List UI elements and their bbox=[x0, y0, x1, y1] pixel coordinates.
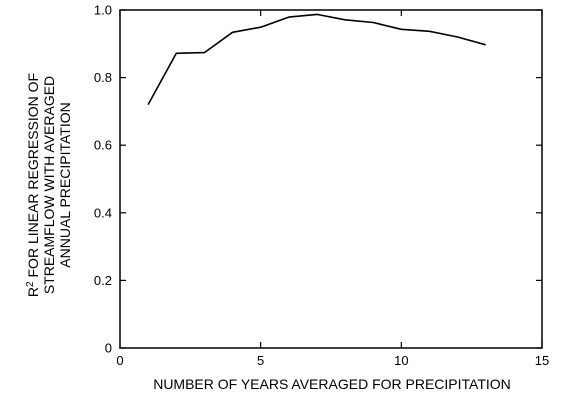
y-axis-label-line2: STREAMFLOW WITH AVERAGED bbox=[41, 76, 57, 294]
plot-frame bbox=[119, 9, 543, 349]
y-axis-label-superscript: 2 bbox=[25, 281, 36, 287]
tick-labels: 0 5 10 15 0 0.2 0.4 0.6 0.8 1.0 bbox=[94, 3, 549, 369]
series-line bbox=[147, 13, 486, 105]
y-tick-label: 0.6 bbox=[94, 138, 112, 153]
y-axis-label-line1: R2 FOR LINEAR REGRESSION OF bbox=[25, 73, 41, 297]
x-axis-label: NUMBER OF YEARS AVERAGED FOR PRECIPITATI… bbox=[153, 376, 511, 392]
y-axis-label-r: R bbox=[25, 287, 41, 297]
y-tick-label: 0 bbox=[105, 341, 112, 356]
axis-ticks bbox=[119, 9, 543, 349]
y-tick-label: 0.2 bbox=[94, 273, 112, 288]
x-tick-label: 0 bbox=[116, 353, 123, 368]
y-axis-label-rest: FOR LINEAR REGRESSION OF bbox=[25, 73, 41, 281]
y-axis-label: R2 FOR LINEAR REGRESSION OF STREAMFLOW W… bbox=[25, 73, 73, 297]
x-tick-label: 10 bbox=[394, 353, 408, 368]
y-tick-label: 0.8 bbox=[94, 70, 112, 85]
y-axis-label-line3: ANNUAL PRECIPITATION bbox=[57, 102, 73, 267]
y-tick-label: 1.0 bbox=[94, 3, 112, 18]
x-tick-label: 15 bbox=[535, 353, 549, 368]
series-group bbox=[147, 13, 486, 105]
y-tick-label: 0.4 bbox=[94, 205, 112, 220]
x-tick-label: 5 bbox=[257, 353, 264, 368]
